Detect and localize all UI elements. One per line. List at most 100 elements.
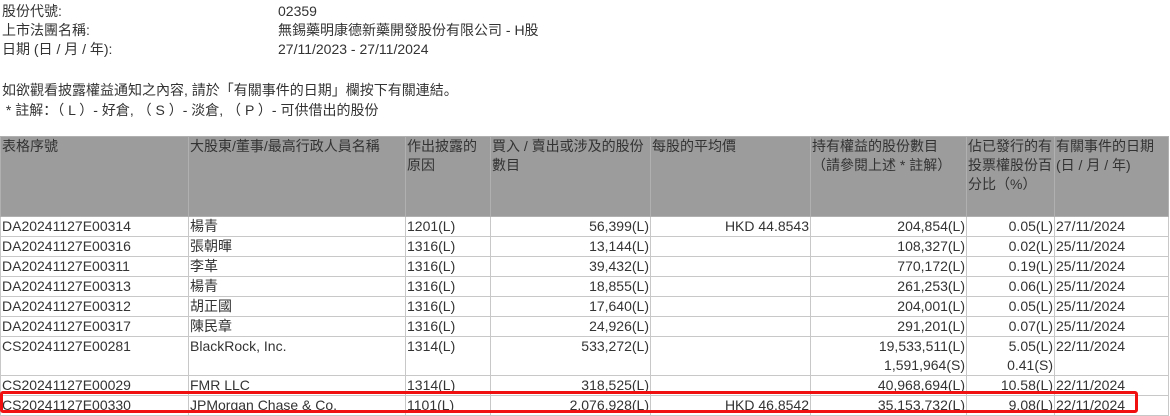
table-row: CS20241127E00281 BlackRock, Inc. 1314(L)… (0, 336, 1169, 376)
event-date-link[interactable]: 25/11/2024 (1054, 276, 1169, 297)
event-date-link[interactable]: 25/11/2024 (1054, 296, 1169, 317)
info-value: 無錫藥明康德新藥開發股份有限公司 - H股 (278, 22, 539, 38)
event-date-link[interactable]: 22/11/2024 (1054, 336, 1169, 376)
form-serial: DA20241127E00314 (0, 216, 189, 237)
column-header: 持有權益的股份數目（請參閱上述 * 註解） (810, 136, 967, 217)
holder-name: BlackRock, Inc. (188, 336, 406, 376)
holder-name: 楊青 (188, 216, 406, 237)
form-serial: DA20241127E00312 (0, 296, 189, 317)
long-position: 291,201(L) (897, 318, 965, 334)
long-position: 204,001(L) (897, 298, 965, 314)
column-header: 佔已發行的有投票權股份百分比（%） (966, 136, 1055, 217)
holder-name: FMR LLC (188, 375, 406, 396)
column-header: 有關事件的日期(日 / 月 / 年) (1054, 136, 1169, 217)
disclosure-reason: 1101(L) (405, 395, 491, 416)
shares-held: 19,533,511(L) 1,591,964(S) (810, 336, 967, 376)
shares-involved: 17,640(L) (490, 296, 651, 317)
average-price (650, 316, 811, 337)
shares-involved: 18,855(L) (490, 276, 651, 297)
table-row: DA20241127E00316 張朝暉 1316(L) 13,144(L) 1… (0, 236, 1169, 257)
table-row: CS20241127E00029 FMR LLC 1314(L) 318,525… (0, 375, 1169, 396)
holder-name: 張朝暉 (188, 236, 406, 257)
column-header: 每股的平均價 (650, 136, 811, 217)
average-price (650, 236, 811, 257)
percent-issued: 0.02(L) (966, 236, 1055, 257)
table-row: DA20241127E00313 楊青 1316(L) 18,855(L) 26… (0, 276, 1169, 297)
form-serial: CS20241127E00281 (0, 336, 189, 376)
shares-involved: 2,076,928(L) (490, 395, 651, 416)
short-percent: 0.41(S) (1007, 357, 1053, 373)
form-serial: DA20241127E00316 (0, 236, 189, 257)
disclosure-reason: 1314(L) (405, 375, 491, 396)
stock-info: 股份代號: 02359 上市法團名稱: 無錫藥明康德新藥開發股份有限公司 - H股 日期… (2, 2, 539, 59)
event-date-link[interactable]: 27/11/2024 (1054, 216, 1169, 237)
shares-involved: 13,144(L) (490, 236, 651, 257)
long-percent: 10.58(L) (1000, 377, 1053, 393)
long-percent: 0.19(L) (1008, 258, 1053, 274)
column-header: 大股東/董事/最高行政人員名稱 (188, 136, 406, 217)
disclosure-reason: 1316(L) (405, 316, 491, 337)
percent-issued: 0.06(L) (966, 276, 1055, 297)
info-row: 上市法團名稱: 無錫藥明康德新藥開發股份有限公司 - H股 (2, 21, 539, 40)
shares-involved: 318,525(L) (490, 375, 651, 396)
shares-involved: 39,432(L) (490, 256, 651, 277)
table-row: DA20241127E00311 李革 1316(L) 39,432(L) 77… (0, 256, 1169, 277)
shares-held: 770,172(L) (810, 256, 967, 277)
info-label: 上市法團名稱: (2, 22, 90, 38)
average-price: HKD 44.8543 (650, 216, 811, 237)
average-price (650, 296, 811, 317)
holder-name: 胡正國 (188, 296, 406, 317)
shares-held: 40,968,694(L) (810, 375, 967, 396)
average-price (650, 375, 811, 396)
column-header: 表格序號 (0, 136, 189, 217)
note-link-instruction: 如欲觀看披露權益通知之內容, 請於「有關事件的日期」欄按下有關連結。 (2, 82, 458, 98)
event-date-link[interactable]: 25/11/2024 (1054, 316, 1169, 337)
average-price (650, 256, 811, 277)
disclosure-reason: 1316(L) (405, 256, 491, 277)
form-serial: CS20241127E00029 (0, 375, 189, 396)
long-position: 19,533,511(L) (878, 338, 965, 354)
table-row: CS20241127E00330 JPMorgan Chase & Co. 11… (0, 395, 1169, 416)
shares-held: 291,201(L) (810, 316, 967, 337)
long-position: 108,327(L) (897, 238, 965, 254)
percent-issued: 9.08(L) (966, 395, 1055, 416)
shares-held: 204,854(L) (810, 216, 967, 237)
table-row: DA20241127E00317 陳民章 1316(L) 24,926(L) 2… (0, 316, 1169, 337)
long-percent: 5.05(L) (1008, 338, 1053, 354)
event-date-link[interactable]: 22/11/2024 (1054, 395, 1169, 416)
shares-involved: 56,399(L) (490, 216, 651, 237)
event-date-link[interactable]: 25/11/2024 (1054, 236, 1169, 257)
percent-issued: 5.05(L) 0.41(S) (966, 336, 1055, 376)
percent-issued: 0.07(L) (966, 316, 1055, 337)
disclosure-reason: 1316(L) (405, 276, 491, 297)
percent-issued: 0.05(L) (966, 216, 1055, 237)
percent-issued: 0.05(L) (966, 296, 1055, 317)
long-position: 261,253(L) (897, 278, 965, 294)
average-price (650, 336, 811, 376)
long-position: 770,172(L) (897, 258, 965, 274)
form-serial: CS20241127E00330 (0, 395, 189, 416)
long-position: 35,153,732(L) (877, 397, 965, 413)
long-position: 204,854(L) (897, 218, 965, 234)
percent-issued: 10.58(L) (966, 375, 1055, 396)
shares-held: 35,153,732(L) (810, 395, 967, 416)
long-percent: 0.02(L) (1008, 238, 1053, 254)
column-header: 買入 / 賣出或涉及的股份數目 (490, 136, 651, 217)
holder-name: 楊青 (188, 276, 406, 297)
holder-name: JPMorgan Chase & Co. (188, 395, 406, 416)
table-row: DA20241127E00312 胡正國 1316(L) 17,640(L) 2… (0, 296, 1169, 317)
disclosure-reason: 1314(L) (405, 336, 491, 376)
info-label: 股份代號: (2, 3, 62, 19)
long-percent: 9.08(L) (1008, 397, 1053, 413)
long-percent: 0.05(L) (1008, 218, 1053, 234)
table-row: DA20241127E00314 楊青 1201(L) 56,399(L) HK… (0, 216, 1169, 237)
short-position: 1,591,964(S) (884, 357, 965, 373)
event-date-link[interactable]: 22/11/2024 (1054, 375, 1169, 396)
long-percent: 0.06(L) (1008, 278, 1053, 294)
long-position: 40,968,694(L) (877, 377, 965, 393)
info-value: 02359 (278, 3, 317, 19)
event-date-link[interactable]: 25/11/2024 (1054, 256, 1169, 277)
shares-held: 108,327(L) (810, 236, 967, 257)
form-serial: DA20241127E00313 (0, 276, 189, 297)
shares-involved: 24,926(L) (490, 316, 651, 337)
